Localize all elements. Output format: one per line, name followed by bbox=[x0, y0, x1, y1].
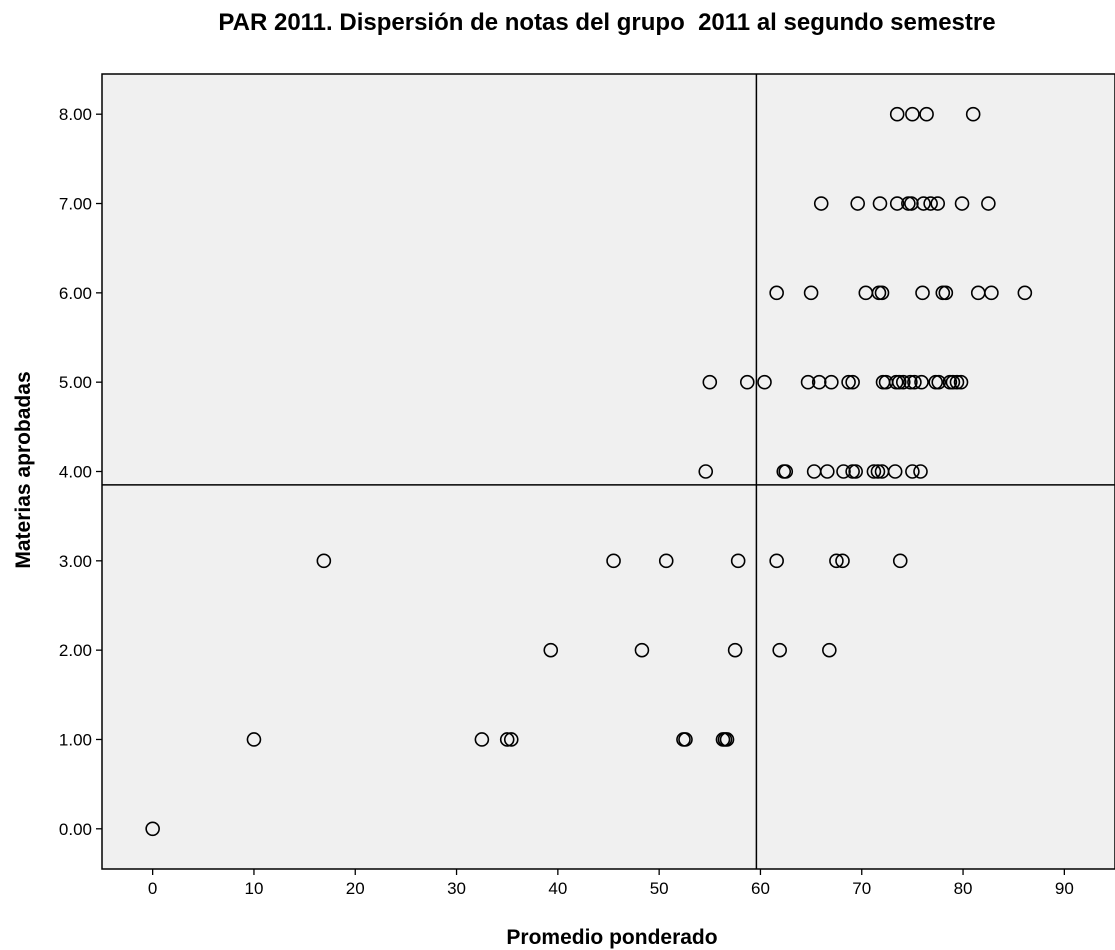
data-point bbox=[820, 464, 835, 479]
data-point bbox=[903, 374, 918, 390]
data-point bbox=[606, 553, 621, 569]
data-point bbox=[822, 642, 837, 658]
data-point bbox=[930, 196, 946, 211]
data-point bbox=[727, 642, 743, 658]
data-point bbox=[953, 374, 969, 390]
y-tick-label: 1.00 bbox=[59, 730, 92, 749]
data-point bbox=[905, 106, 920, 122]
data-point bbox=[945, 374, 961, 390]
data-point bbox=[931, 374, 947, 390]
data-point bbox=[835, 553, 850, 569]
data-point bbox=[916, 196, 931, 211]
x-tick-label: 70 bbox=[852, 879, 871, 898]
y-tick-label: 3.00 bbox=[59, 552, 92, 571]
y-tick-label: 6.00 bbox=[59, 284, 92, 303]
data-point bbox=[719, 732, 735, 747]
data-point bbox=[913, 464, 928, 479]
data-point bbox=[895, 374, 911, 390]
data-point bbox=[813, 196, 829, 211]
y-tick-label: 7.00 bbox=[59, 195, 92, 214]
data-point bbox=[739, 374, 755, 390]
data-point bbox=[678, 732, 693, 747]
x-tick-label: 10 bbox=[244, 879, 263, 898]
data-point bbox=[907, 374, 922, 390]
x-tick-label: 20 bbox=[346, 879, 365, 898]
data-points bbox=[145, 106, 1033, 837]
data-point bbox=[698, 464, 714, 479]
data-point bbox=[316, 553, 332, 569]
data-point bbox=[889, 196, 905, 211]
data-point bbox=[919, 106, 934, 122]
y-tick-label: 2.00 bbox=[59, 641, 92, 660]
data-point bbox=[949, 374, 965, 390]
data-point bbox=[850, 196, 865, 211]
data-point bbox=[836, 464, 851, 479]
data-point bbox=[923, 196, 938, 211]
data-point bbox=[870, 464, 886, 479]
data-point bbox=[904, 196, 919, 211]
data-point bbox=[914, 374, 929, 390]
data-point bbox=[778, 464, 794, 479]
data-point bbox=[892, 553, 908, 569]
data-point bbox=[474, 732, 490, 747]
data-point bbox=[803, 285, 819, 301]
data-point bbox=[811, 374, 827, 390]
chart-title: PAR 2011. Dispersión de notas del grupo … bbox=[218, 9, 995, 36]
x-tick-label: 80 bbox=[954, 879, 973, 898]
data-point bbox=[658, 553, 674, 569]
data-point bbox=[769, 553, 784, 569]
data-point bbox=[848, 464, 863, 479]
y-tick-label: 0.00 bbox=[59, 820, 92, 839]
x-tick-label: 0 bbox=[148, 879, 157, 898]
x-axis: 0 10 20 30 40 50 60 70 80 90 bbox=[148, 869, 1074, 898]
data-point bbox=[891, 374, 907, 390]
data-point bbox=[965, 106, 981, 122]
data-point bbox=[954, 196, 970, 211]
y-tick-label: 4.00 bbox=[59, 463, 92, 482]
data-point bbox=[1017, 285, 1033, 301]
data-point bbox=[845, 374, 860, 390]
data-point bbox=[503, 732, 519, 747]
data-point bbox=[769, 285, 784, 301]
plot-area bbox=[101, 73, 1115, 870]
data-point bbox=[824, 374, 839, 390]
data-point bbox=[702, 374, 718, 390]
data-point bbox=[757, 374, 772, 390]
data-point bbox=[772, 642, 787, 658]
data-point bbox=[634, 642, 650, 658]
data-point bbox=[730, 553, 746, 569]
data-point bbox=[915, 285, 930, 301]
data-point bbox=[889, 106, 905, 122]
data-point bbox=[841, 374, 856, 390]
data-point bbox=[872, 196, 888, 211]
data-point bbox=[145, 821, 160, 837]
data-point bbox=[887, 464, 903, 479]
data-point bbox=[984, 285, 999, 301]
data-point bbox=[866, 464, 882, 479]
x-axis-label: Promedio ponderado bbox=[506, 926, 717, 949]
data-point bbox=[543, 642, 559, 658]
x-tick-label: 60 bbox=[751, 879, 770, 898]
data-point bbox=[905, 464, 920, 479]
reference-lines bbox=[102, 74, 1115, 869]
x-tick-label: 90 bbox=[1055, 879, 1074, 898]
y-axis: 0.00 1.00 2.00 3.00 4.00 5.00 6.00 7.00 8.00 bbox=[59, 105, 102, 839]
data-point bbox=[874, 285, 890, 301]
data-point bbox=[246, 732, 262, 747]
y-tick-label: 5.00 bbox=[59, 373, 92, 392]
data-point bbox=[829, 553, 844, 569]
y-axis-label: Materias aprobadas bbox=[12, 371, 35, 568]
x-tick-label: 40 bbox=[548, 879, 567, 898]
x-tick-label: 30 bbox=[447, 879, 466, 898]
x-tick-label: 50 bbox=[650, 879, 669, 898]
data-point bbox=[499, 732, 515, 747]
y-tick-label: 8.00 bbox=[59, 105, 92, 124]
data-point bbox=[981, 196, 996, 211]
data-point bbox=[938, 285, 954, 301]
data-point bbox=[800, 374, 816, 390]
